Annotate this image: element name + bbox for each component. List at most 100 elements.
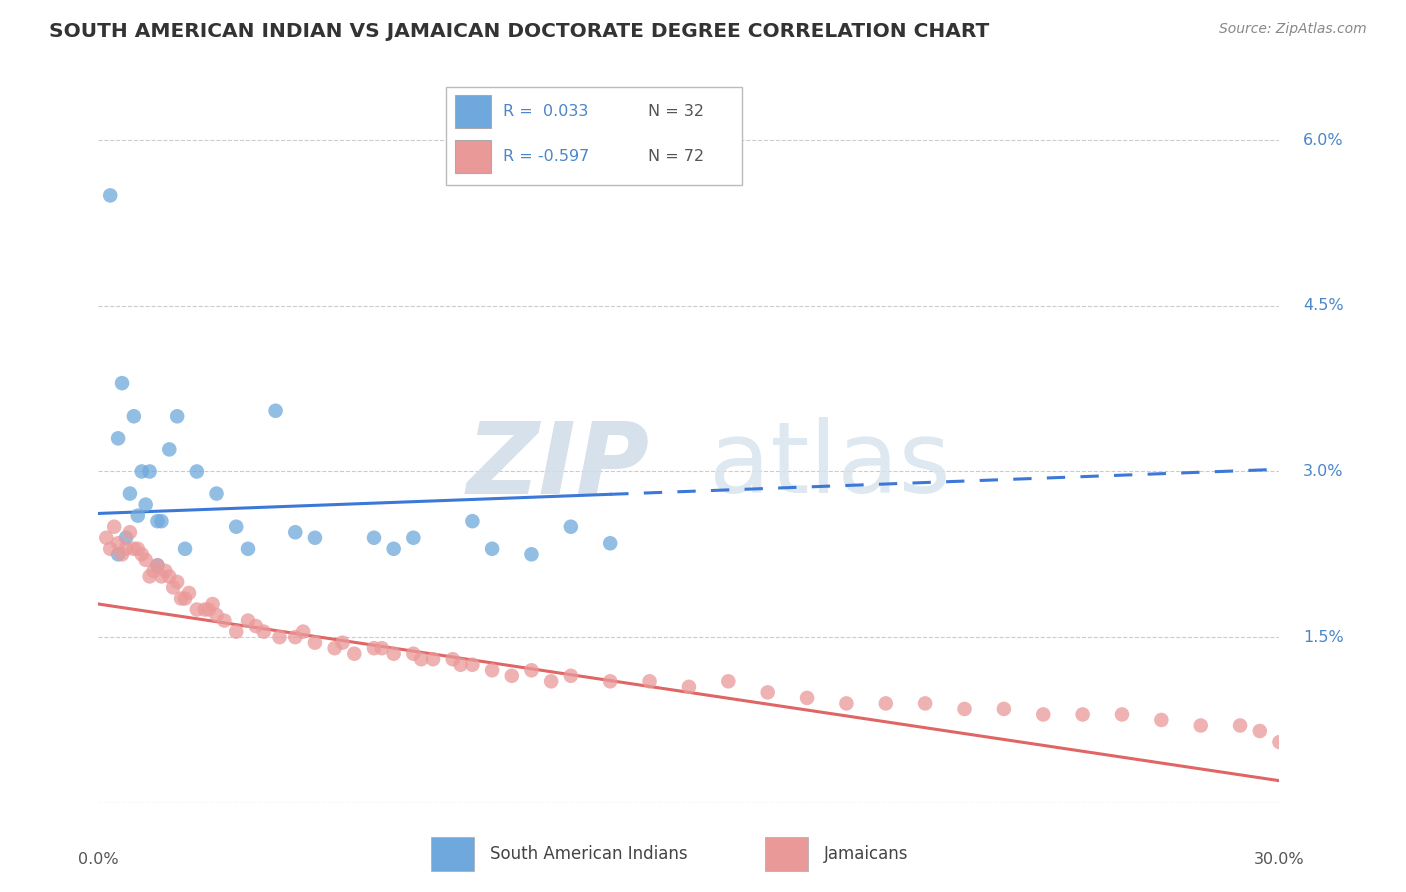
Point (214, 614, 236, 628)
Point (953, 702, 976, 716)
Point (993, 702, 1015, 716)
Point (107, 431, 129, 445)
Point (363, 641, 385, 656)
Text: Jamaicans: Jamaicans (824, 845, 908, 863)
Point (269, 630, 291, 644)
Point (481, 541, 503, 556)
Point (138, 465, 160, 479)
Point (284, 525, 307, 540)
FancyBboxPatch shape (446, 87, 742, 186)
Text: R =  0.033: R = 0.033 (503, 103, 589, 119)
Point (131, 547, 153, 561)
Point (115, 531, 138, 545)
Point (122, 541, 145, 556)
Point (225, 624, 247, 639)
Point (197, 602, 219, 616)
Point (146, 514, 169, 528)
Point (111, 376, 134, 391)
Point (157, 569, 180, 583)
Text: N = 32: N = 32 (648, 103, 704, 119)
FancyBboxPatch shape (456, 140, 491, 173)
Point (115, 541, 138, 556)
Point (461, 657, 484, 672)
Point (1150, 713, 1173, 727)
Point (186, 602, 208, 616)
Point (441, 652, 464, 666)
Point (142, 564, 165, 578)
Point (796, 690, 818, 705)
Point (1249, 724, 1271, 739)
Point (501, 669, 523, 683)
Point (150, 514, 173, 528)
Point (177, 586, 200, 600)
Point (225, 519, 247, 533)
Point (343, 647, 366, 661)
Point (382, 541, 405, 556)
Point (166, 574, 188, 589)
Point (170, 591, 193, 606)
FancyBboxPatch shape (456, 95, 491, 128)
Point (323, 641, 346, 656)
Text: 1.5%: 1.5% (1303, 630, 1344, 645)
Point (304, 635, 326, 649)
Point (186, 465, 208, 479)
Point (402, 647, 425, 661)
Point (174, 541, 197, 556)
Point (914, 697, 936, 711)
Text: Source: ZipAtlas.com: Source: ZipAtlas.com (1219, 22, 1367, 37)
Point (146, 558, 169, 573)
Point (1189, 718, 1212, 732)
Point (174, 591, 197, 606)
Point (157, 442, 180, 457)
Text: 6.0%: 6.0% (1303, 133, 1344, 148)
Point (135, 553, 157, 567)
Point (122, 409, 145, 424)
Point (1111, 707, 1133, 722)
Point (756, 685, 779, 699)
Point (402, 531, 425, 545)
Point (835, 697, 858, 711)
Point (205, 608, 228, 623)
Point (599, 536, 621, 550)
Point (201, 597, 224, 611)
Point (520, 547, 543, 561)
Point (253, 624, 276, 639)
Point (245, 619, 267, 633)
Point (461, 514, 484, 528)
Text: R = -0.597: R = -0.597 (503, 149, 589, 164)
Point (155, 564, 177, 578)
Point (264, 403, 287, 417)
Point (138, 569, 160, 583)
Point (638, 674, 661, 689)
Point (1229, 718, 1251, 732)
Text: N = 72: N = 72 (648, 149, 704, 164)
Text: South American Indians: South American Indians (489, 845, 688, 863)
Point (162, 581, 184, 595)
Point (875, 697, 897, 711)
Point (118, 486, 141, 500)
Point (411, 652, 433, 666)
Point (205, 486, 228, 500)
Point (717, 674, 740, 689)
Point (96, 531, 118, 545)
Text: 4.5%: 4.5% (1303, 298, 1344, 313)
Point (560, 669, 582, 683)
Point (520, 663, 543, 677)
Point (135, 498, 157, 512)
Point (103, 519, 125, 533)
Point (111, 547, 134, 561)
Point (450, 657, 472, 672)
Text: SOUTH AMERICAN INDIAN VS JAMAICAN DOCTORATE DEGREE CORRELATION CHART: SOUTH AMERICAN INDIAN VS JAMAICAN DOCTOR… (49, 22, 990, 41)
Point (98, 188, 121, 202)
Point (599, 674, 621, 689)
Point (127, 541, 149, 556)
Point (678, 680, 700, 694)
Point (127, 508, 149, 523)
Point (150, 569, 173, 583)
Point (1268, 735, 1291, 749)
Point (1032, 707, 1054, 722)
Point (236, 614, 259, 628)
Text: 30.0%: 30.0% (1254, 853, 1305, 868)
Point (332, 635, 354, 649)
Point (194, 602, 217, 616)
